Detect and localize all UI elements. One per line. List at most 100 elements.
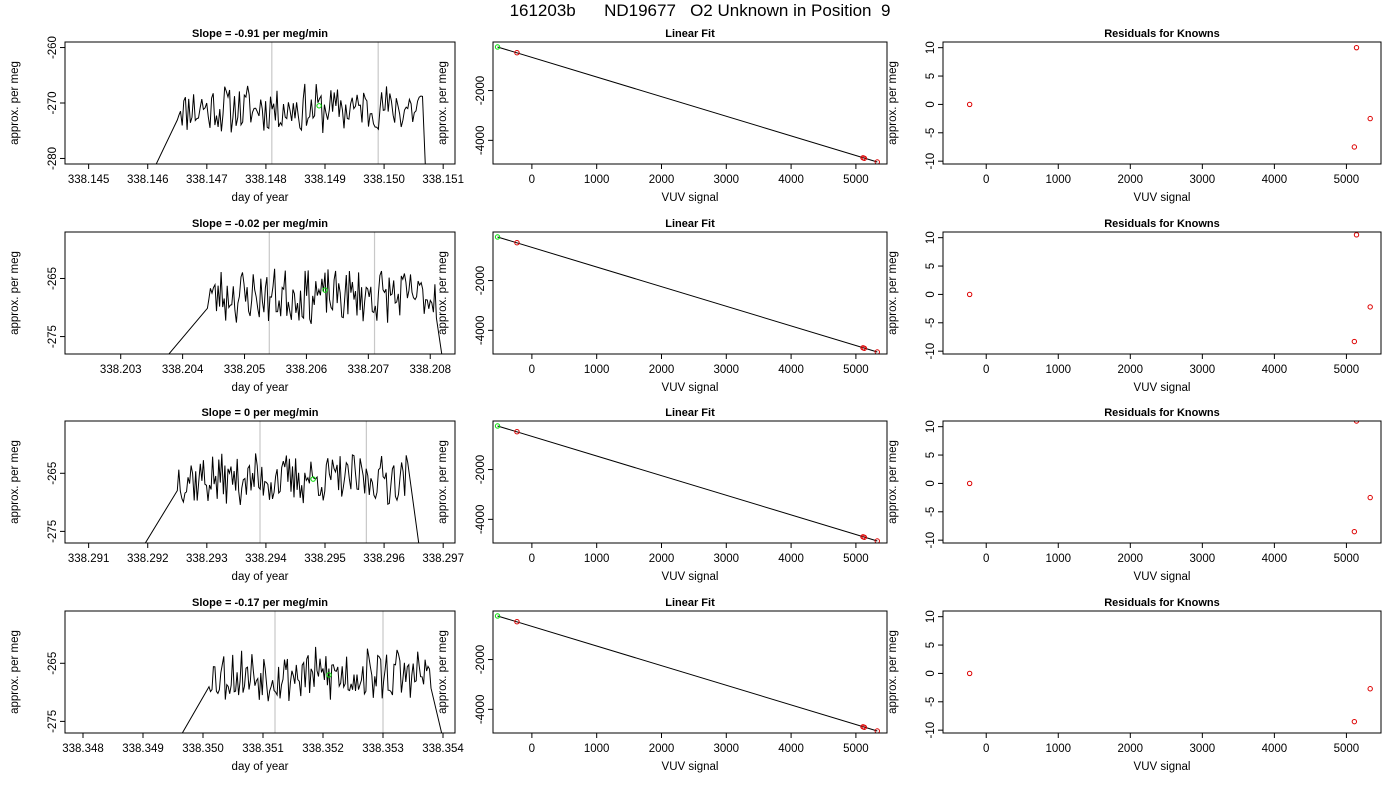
- chart-title: Slope = -0.91 per meg/min: [192, 28, 328, 40]
- known-point: [1367, 115, 1373, 122]
- y-tick-label: -10: [925, 153, 937, 170]
- plot-area: [494, 613, 880, 733]
- plot-area: [966, 421, 1373, 535]
- x-tick-label: 3000: [1190, 743, 1216, 755]
- y-tick-label: -5: [925, 507, 937, 517]
- chart-panel-11: Linear Fit 0 1000 2000 3000 4000 5000 -2000 -400…: [437, 597, 888, 773]
- y-axis-label: approx. per meg: [887, 440, 899, 524]
- known-point: [1351, 144, 1358, 150]
- signal-trace: [144, 453, 420, 543]
- x-tick-label: 4000: [1262, 743, 1288, 755]
- y-tick-label: 10: [925, 610, 937, 623]
- x-tick-label: 5000: [843, 174, 869, 186]
- x-tick-label: 5000: [1334, 364, 1360, 376]
- x-tick-label: 338.147: [186, 174, 228, 186]
- known-point: [1353, 232, 1360, 238]
- y-axis-label: approx. per meg: [437, 440, 449, 524]
- chart-title: Slope = -0.17 per meg/min: [192, 597, 328, 609]
- known-point: [874, 349, 880, 354]
- x-tick-label: 4000: [778, 553, 804, 565]
- x-tick-label: 2000: [649, 553, 675, 565]
- chart-title: Slope = 0 per meg/min: [201, 407, 318, 419]
- known-point: [861, 534, 868, 540]
- x-tick-label: 1000: [1045, 174, 1071, 186]
- y-axis-label: approx. per meg: [9, 630, 21, 714]
- y-tick-label: -265: [47, 462, 59, 485]
- y-tick-label: 0: [925, 480, 937, 486]
- chart-panel-3: Residuals for Knowns 0 1000 2000 3000 4000 500…: [887, 28, 1382, 204]
- chart-panel-7: Slope = 0 per meg/min 338.291 338.292 338.2…: [9, 407, 464, 583]
- y-tick-label: -10: [925, 722, 937, 739]
- x-tick-label: 0: [529, 553, 535, 565]
- x-tick-label: 338.293: [186, 553, 228, 565]
- known-point: [514, 429, 520, 435]
- x-tick-label: 3000: [1190, 174, 1216, 186]
- y-tick-label: 5: [925, 73, 937, 79]
- x-tick-label: 1000: [584, 743, 610, 755]
- y-tick-label: -5: [925, 318, 937, 328]
- y-tick-label: -2000: [475, 645, 487, 674]
- chart-title: Linear Fit: [665, 218, 715, 230]
- plot-frame: [942, 420, 1382, 544]
- chart-panel-2: Linear Fit 0 1000 2000 3000 4000 5000 -2000 -400…: [437, 28, 888, 204]
- x-tick-label: 1000: [584, 364, 610, 376]
- y-axis-label: approx. per meg: [887, 630, 899, 714]
- known-point: [514, 619, 520, 625]
- x-tick-label: 0: [529, 364, 535, 376]
- x-tick-label: 338.151: [422, 174, 464, 186]
- x-axis-label: day of year: [232, 761, 289, 773]
- x-tick-label: 338.292: [127, 553, 169, 565]
- x-tick-label: 338.291: [68, 553, 110, 565]
- x-axis-label: day of year: [232, 382, 289, 394]
- x-tick-label: 5000: [843, 743, 869, 755]
- plot-frame: [64, 231, 456, 355]
- known-point: [514, 50, 520, 56]
- x-tick-label: 338.207: [348, 364, 390, 376]
- y-tick-label: -4000: [475, 505, 487, 534]
- y-tick-label: -4000: [475, 695, 487, 724]
- page-title: 161203b ND19677 O2 Unknown in Position 9: [509, 1, 891, 20]
- y-tick-label: -10: [925, 343, 937, 360]
- x-tick-label: 0: [983, 364, 989, 376]
- known-point: [1367, 494, 1373, 501]
- x-tick-label: 2000: [649, 364, 675, 376]
- x-tick-label: 2000: [1118, 743, 1144, 755]
- x-tick-label: 5000: [1334, 553, 1360, 565]
- x-tick-label: 338.297: [422, 553, 464, 565]
- y-tick-label: -10: [925, 532, 937, 549]
- x-tick-label: 338.208: [409, 364, 451, 376]
- x-tick-label: 5000: [1334, 743, 1360, 755]
- x-tick-label: 0: [983, 553, 989, 565]
- plot-frame: [492, 420, 888, 544]
- y-axis-label: approx. per meg: [437, 61, 449, 145]
- x-axis-label: VUV signal: [1134, 192, 1191, 204]
- x-tick-label: 338.148: [245, 174, 287, 186]
- x-tick-label: 2000: [1118, 553, 1144, 565]
- known-point: [966, 480, 973, 487]
- plot-frame: [942, 41, 1382, 165]
- unknown-point: [494, 423, 501, 429]
- y-tick-label: 10: [925, 420, 937, 433]
- y-tick-label: -275: [47, 520, 59, 543]
- x-tick-label: 338.348: [62, 743, 104, 755]
- x-tick-label: 2000: [1118, 174, 1144, 186]
- x-tick-label: 0: [983, 743, 989, 755]
- known-point: [861, 155, 868, 161]
- plot-area: [494, 44, 880, 164]
- x-tick-label: 4000: [778, 364, 804, 376]
- x-tick-label: 338.350: [182, 743, 224, 755]
- plot-frame: [492, 231, 888, 355]
- known-point: [966, 101, 973, 108]
- x-axis-label: day of year: [232, 192, 289, 204]
- fit-line: [497, 46, 878, 163]
- chart-title: Linear Fit: [665, 407, 715, 419]
- known-point: [1367, 686, 1373, 692]
- y-axis-label: approx. per meg: [9, 61, 21, 145]
- known-point: [1351, 528, 1358, 535]
- y-tick-label: -5: [925, 128, 937, 138]
- chart-title: Residuals for Knowns: [1104, 28, 1220, 40]
- x-tick-label: 0: [983, 174, 989, 186]
- plot-area: [168, 232, 443, 354]
- unknown-point: [494, 234, 501, 240]
- unknown-point: [494, 44, 501, 50]
